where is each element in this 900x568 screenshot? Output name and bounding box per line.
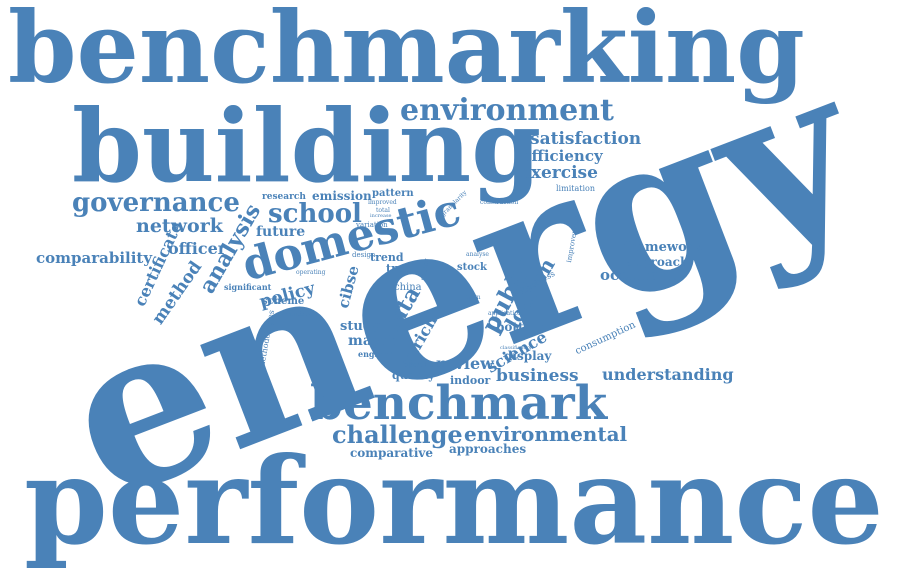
word-scheme: scheme	[262, 296, 305, 307]
word-mayor: mayor	[348, 333, 397, 349]
word-building: building	[72, 87, 542, 205]
word-understanding: understanding	[602, 365, 734, 384]
word-comparability: comparability	[36, 249, 153, 267]
word-challenge: challenge	[332, 420, 463, 449]
word-secondary: secondary	[280, 311, 312, 318]
word-stock: stock	[457, 262, 487, 273]
word-business: business	[496, 366, 579, 386]
word-term: term	[466, 294, 481, 301]
word-limitation: limitation	[556, 184, 595, 193]
word-study: study	[340, 319, 380, 334]
word-trust: trust	[386, 262, 417, 275]
word-environment: environment	[400, 93, 614, 128]
word-review: review	[436, 354, 494, 373]
word-variation: variation	[356, 221, 388, 229]
word-environmental: environmental	[464, 422, 628, 446]
word-future: future	[256, 224, 306, 240]
word-approach: approach	[626, 255, 689, 269]
word-research: research	[262, 192, 306, 202]
word-indoor: indoor	[450, 374, 491, 387]
word-school: school	[268, 199, 362, 229]
word-analyse: analyse	[466, 251, 489, 258]
word-application: application	[488, 310, 522, 317]
word-approaches: approaches	[449, 442, 527, 456]
word-benchmarking: benchmarking	[8, 0, 805, 106]
word-design: design	[352, 251, 376, 259]
word-framework: framework	[624, 240, 703, 255]
word-performance: performance	[24, 431, 884, 568]
word-total: total	[376, 207, 390, 214]
word-operational: operational	[404, 361, 445, 369]
word-trend: trend	[370, 251, 404, 264]
word-england: england	[358, 349, 395, 359]
word-network: network	[136, 215, 223, 237]
word-occupant: occupant	[600, 266, 678, 284]
word-governance: governance	[72, 188, 240, 218]
word-emission: emission	[312, 189, 372, 203]
word-improved: improved	[368, 199, 397, 206]
word-construction: construction	[480, 199, 519, 206]
word-pattern: pattern	[372, 188, 414, 199]
word-display: display	[504, 349, 552, 363]
word-efficiency: efficiency	[522, 147, 603, 165]
word-classification: classification	[500, 345, 534, 351]
word-bottom: bottom	[496, 320, 545, 334]
word-china: china	[394, 282, 422, 293]
word-officer: officer	[168, 239, 227, 258]
word-benchmark: benchmark	[310, 376, 608, 431]
word-quality: quality	[392, 369, 435, 382]
word-significant: significant	[224, 282, 272, 292]
word-operating: operating	[296, 269, 326, 276]
word-satisfaction: satisfaction	[530, 129, 642, 149]
word-increase: increase	[370, 213, 392, 219]
word-exercise: exercise	[520, 163, 598, 183]
word-comparative: comparative	[350, 446, 433, 460]
